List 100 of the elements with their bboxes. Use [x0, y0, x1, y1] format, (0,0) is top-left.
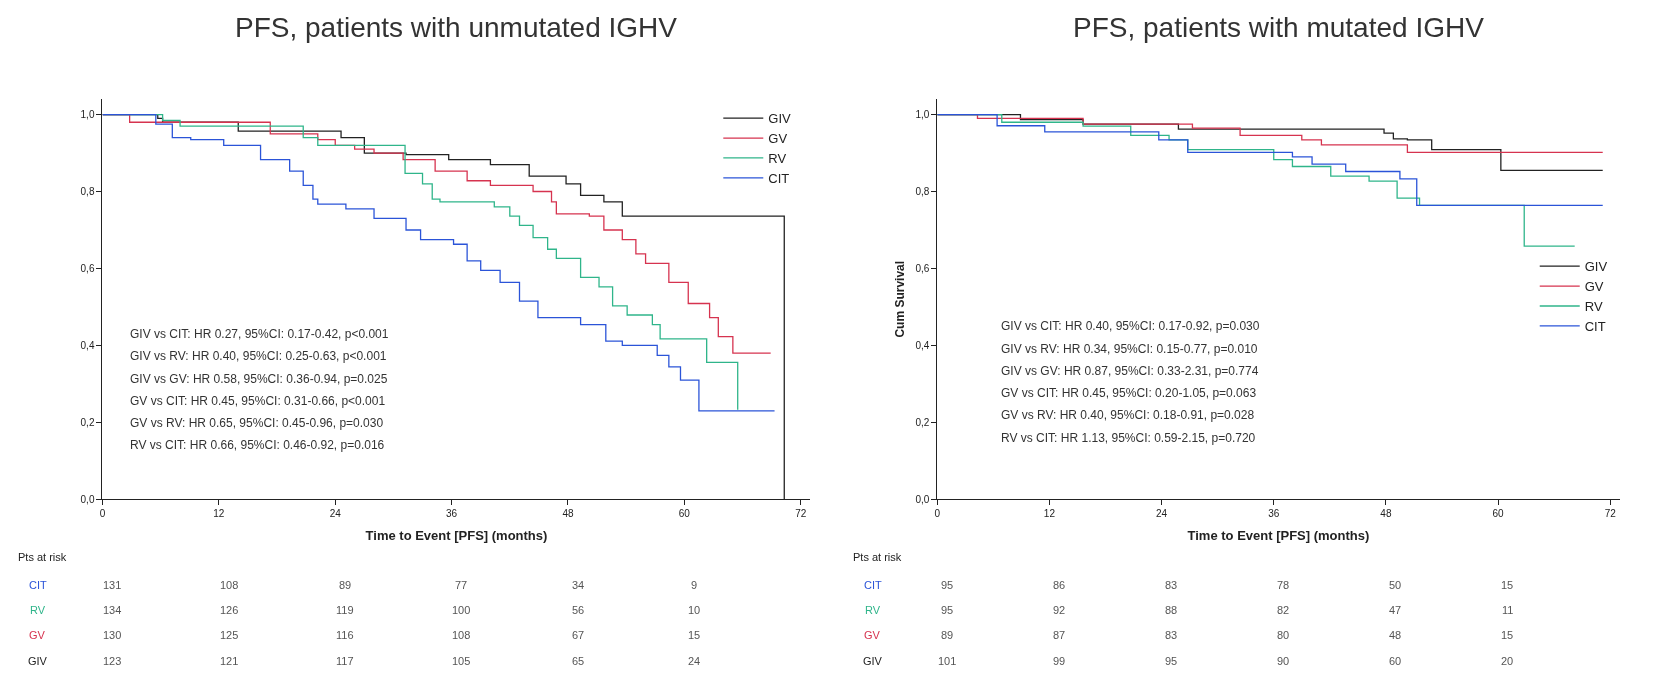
annotation: GIV vs GV: HR 0.58, 95%CI: 0.36-0.94, p=0.025 — [130, 372, 388, 386]
x-tick-label: 72 — [795, 508, 807, 520]
y-tick-label: 0,6 — [80, 262, 95, 274]
text: 89 — [339, 579, 352, 591]
text: RV — [865, 604, 881, 616]
text: 48 — [1389, 629, 1402, 641]
text: 56 — [572, 604, 585, 616]
text: 34 — [572, 579, 585, 591]
legend-label: RV — [1584, 299, 1603, 315]
text: 125 — [220, 629, 239, 641]
x-tick-label: 72 — [1604, 508, 1617, 520]
text: 82 — [1277, 604, 1290, 616]
text: 11 — [1502, 604, 1514, 616]
text: GIV — [863, 655, 883, 667]
annotation: GV vs CIT: HR 0.45, 95%CI: 0.31-0.66, p<0.001 — [130, 394, 386, 408]
text: 50 — [1389, 579, 1402, 591]
annotation: GIV vs RV: HR 0.34, 95%CI: 0.15-0.77, p=0.010 — [1001, 342, 1258, 356]
text: 9 — [691, 579, 698, 591]
x-tick-label: 60 — [1492, 508, 1505, 520]
x-tick-label: 0 — [934, 508, 941, 520]
text: 90 — [1277, 655, 1290, 667]
text: GV — [864, 629, 881, 641]
annotation: GIV vs RV: HR 0.40, 95%CI: 0.25-0.63, p<0.001 — [130, 349, 387, 363]
text: 47 — [1389, 604, 1402, 616]
text: 126 — [220, 604, 239, 616]
text: 131 — [103, 579, 122, 591]
y-tick-label: 0,8 — [80, 186, 95, 198]
text: 117 — [336, 655, 354, 667]
y-tick-label: 0,0 — [80, 493, 95, 505]
text: Pts at risk — [18, 551, 67, 563]
text: 15 — [1501, 629, 1514, 641]
annotation: GIV vs CIT: HR 0.27, 95%CI: 0.17-0.42, p<0.001 — [130, 327, 389, 341]
text: 87 — [1053, 629, 1066, 641]
y-tick-label: 0,2 — [80, 416, 95, 428]
text: GIV — [28, 655, 48, 667]
y-tick-label: 0,4 — [80, 339, 95, 351]
annotation: RV vs CIT: HR 1.13, 95%CI: 0.59-2.15, p=0.720 — [1001, 431, 1256, 445]
text: 95 — [941, 604, 954, 616]
text: 24 — [688, 655, 701, 667]
text: 78 — [1277, 579, 1290, 591]
text: 20 — [1501, 655, 1514, 667]
text: 123 — [103, 655, 122, 667]
annotation: RV vs CIT: HR 0.66, 95%CI: 0.46-0.92, p=0.016 — [130, 438, 385, 452]
text: 101 — [938, 655, 957, 667]
text: 15 — [688, 629, 701, 641]
text: 83 — [1165, 629, 1178, 641]
text: 15 — [1501, 579, 1514, 591]
text: 67 — [572, 629, 585, 641]
annotation: GV vs CIT: HR 0.45, 95%CI: 0.20-1.05, p=0.063 — [1001, 386, 1257, 400]
legend-label: CIT — [768, 170, 790, 186]
text: 95 — [941, 579, 954, 591]
text: 86 — [1053, 579, 1066, 591]
text: 83 — [1165, 579, 1178, 591]
text: 60 — [1389, 655, 1402, 667]
legend-label: GV — [1584, 279, 1604, 295]
text: 116 — [336, 629, 354, 641]
legend-label: RV — [768, 151, 787, 166]
x-tick-label: 24 — [329, 508, 342, 520]
text: 121 — [220, 655, 239, 667]
x-tick-label: 36 — [446, 508, 458, 520]
x-tick-label: 0 — [99, 508, 106, 520]
text: 134 — [103, 604, 122, 616]
text: 105 — [452, 655, 471, 667]
text: 88 — [1165, 604, 1178, 616]
text: 119 — [336, 604, 354, 616]
x-axis-title: Time to Event [PFS] (months) — [1187, 527, 1370, 543]
legend-label: GIV — [768, 111, 792, 127]
x-tick-label: 48 — [562, 508, 574, 520]
x-tick-label: 12 — [213, 508, 225, 520]
text: CIT — [29, 579, 47, 591]
text: 130 — [103, 629, 122, 641]
y-tick-label: 1,0 — [915, 109, 930, 121]
x-tick-label: 48 — [1380, 508, 1392, 520]
annotation: GIV vs CIT: HR 0.40, 95%CI: 0.17-0.92, p=0.030 — [1001, 319, 1260, 333]
y-tick-label: 0,2 — [915, 416, 930, 428]
chart-title: PFS, patients with unmutated IGHV — [235, 12, 678, 43]
text: 80 — [1277, 629, 1290, 641]
text: Pts at risk — [853, 551, 902, 563]
annotation: GIV vs GV: HR 0.87, 95%CI: 0.33-2.31, p=0.774 — [1001, 364, 1259, 378]
x-tick-label: 36 — [1268, 508, 1280, 520]
y-axis-title: Cum Survival — [892, 260, 907, 338]
y-tick-label: 0,0 — [915, 493, 930, 505]
y-tick-label: 0,4 — [915, 339, 930, 351]
x-tick-label: 24 — [1156, 508, 1168, 520]
text: 108 — [452, 629, 471, 641]
x-tick-label: 12 — [1043, 508, 1056, 520]
text: 89 — [941, 629, 954, 641]
x-tick-label: 60 — [678, 508, 691, 520]
legend-label: CIT — [1584, 318, 1606, 334]
text: 65 — [572, 655, 585, 667]
text: 92 — [1053, 604, 1066, 616]
text: 100 — [452, 604, 471, 616]
y-tick-label: 0,8 — [915, 186, 930, 198]
annotation: GV vs RV: HR 0.65, 95%CI: 0.45-0.96, p=0.030 — [130, 416, 384, 430]
text: 108 — [220, 579, 239, 591]
x-axis-title: Time to Event [PFS] (months) — [365, 527, 548, 543]
legend-label: GV — [768, 131, 788, 147]
text: CIT — [864, 579, 882, 591]
text: 99 — [1053, 655, 1066, 667]
text: 95 — [1165, 655, 1178, 667]
